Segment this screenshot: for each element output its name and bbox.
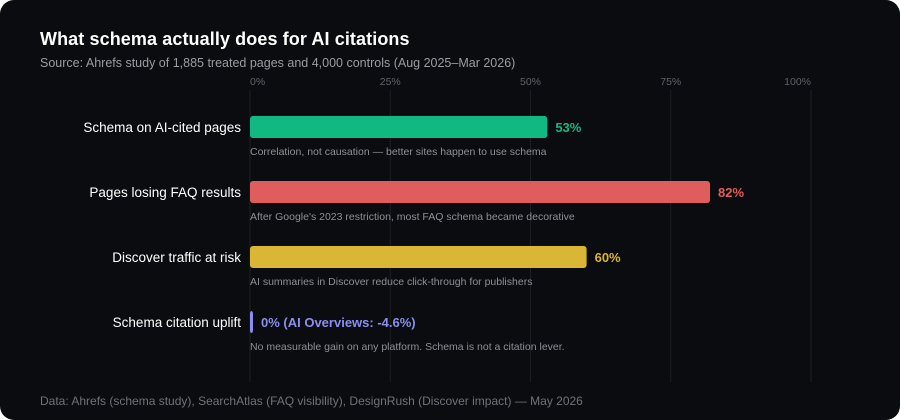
chart-subtitle: Source: Ahrefs study of 1,885 treated pa… xyxy=(40,56,516,70)
chart-title: What schema actually does for AI citatio… xyxy=(40,29,410,49)
x-tick-label: 100% xyxy=(784,76,811,88)
value-label: 0% (AI Overviews: -4.6%) xyxy=(261,315,416,330)
bar xyxy=(250,311,253,333)
value-label: 60% xyxy=(595,250,621,265)
x-tick-label: 0% xyxy=(250,76,265,88)
category-label: Schema citation uplift xyxy=(113,315,242,330)
bar-annotation: Correlation, not causation — better site… xyxy=(250,146,547,158)
value-label: 82% xyxy=(718,185,744,200)
bar-annotation: After Google's 2023 restriction, most FA… xyxy=(250,211,575,223)
data-sources-footer: Data: Ahrefs (schema study), SearchAtlas… xyxy=(40,394,583,408)
bar xyxy=(250,181,711,203)
bar-annotation: AI summaries in Discover reduce click-th… xyxy=(250,276,532,288)
bar xyxy=(250,246,587,268)
x-tick-label: 50% xyxy=(520,76,541,88)
category-label: Schema on AI-cited pages xyxy=(83,120,241,135)
x-tick-label: 25% xyxy=(380,76,401,88)
category-label: Discover traffic at risk xyxy=(112,250,241,265)
category-label: Pages losing FAQ results xyxy=(89,185,241,200)
bar-annotation: No measurable gain on any platform. Sche… xyxy=(250,341,565,353)
x-tick-label: 75% xyxy=(660,76,681,88)
value-label: 53% xyxy=(555,120,581,135)
bar xyxy=(250,116,548,138)
